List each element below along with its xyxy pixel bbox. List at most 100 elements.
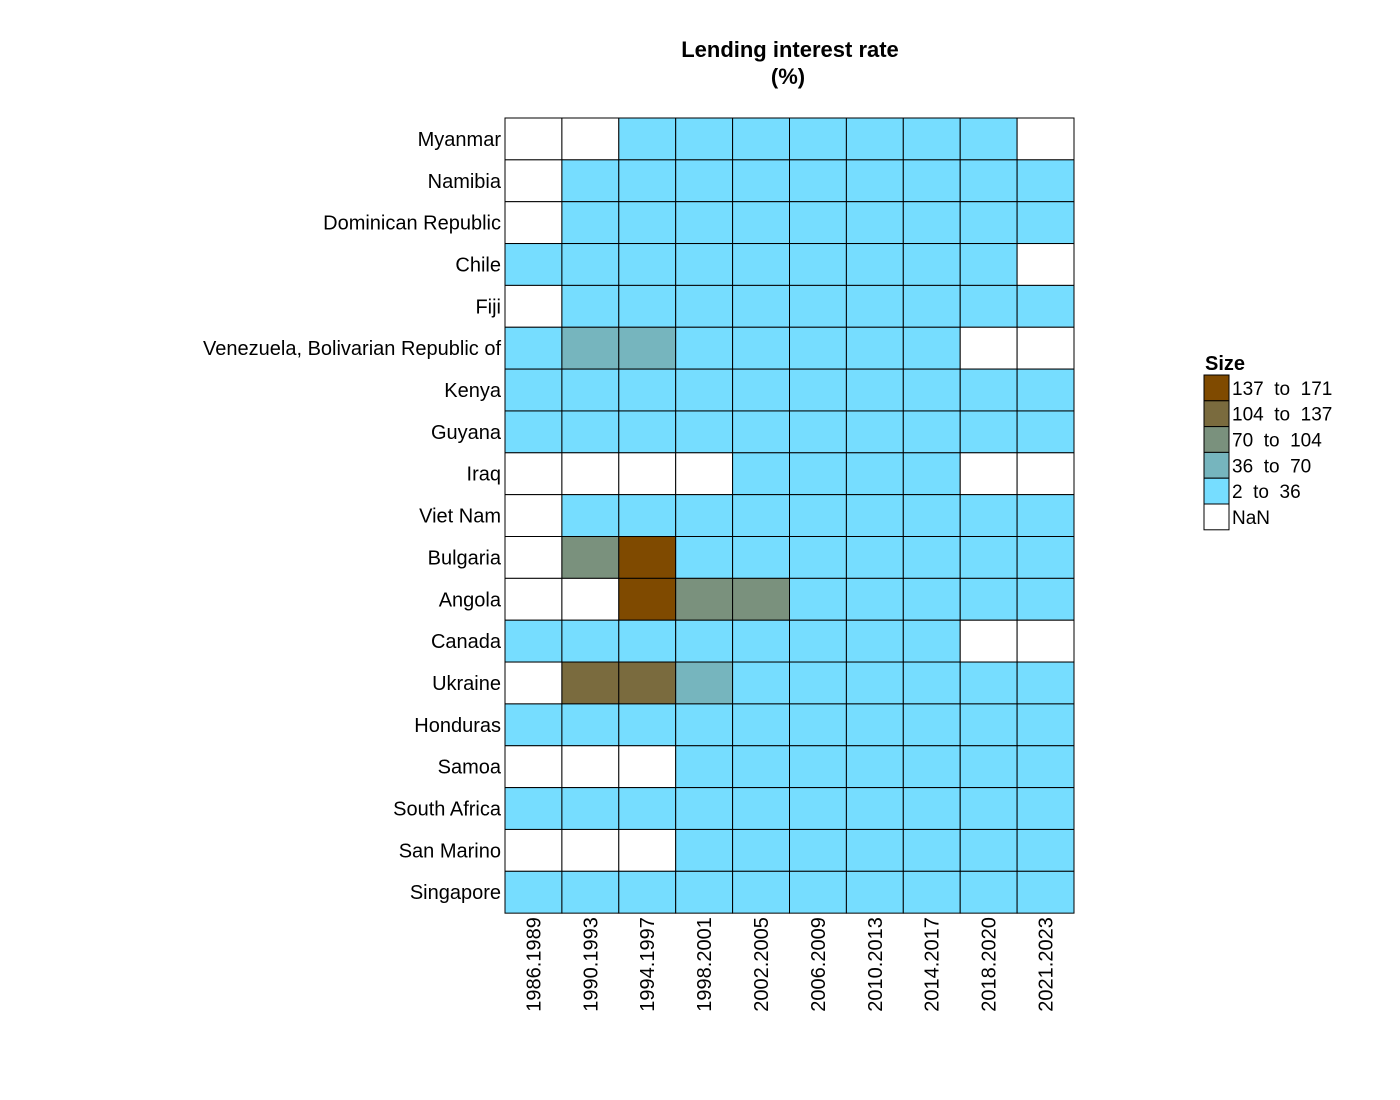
row-label: Guyana <box>431 422 502 444</box>
legend: Size 137 to 171 104 to 137 70 to 104 36 to … <box>1203 353 1332 531</box>
row-label: Myanmar <box>418 129 502 151</box>
heatmap-cell <box>561 243 620 286</box>
heatmap-cell <box>561 284 620 328</box>
chart-title: Lending interest rate <box>681 37 899 62</box>
heatmap-cell <box>845 828 904 872</box>
heatmap-cell <box>618 577 677 621</box>
heatmap-cell <box>789 201 847 245</box>
heatmap-cell <box>845 494 904 537</box>
heatmap-cell <box>1016 201 1075 245</box>
heatmap-cell <box>561 117 620 161</box>
heatmap-cell <box>1016 117 1075 161</box>
heatmap-cell <box>902 745 961 789</box>
heatmap-cell <box>1016 368 1075 412</box>
heatmap-cell <box>504 577 563 621</box>
heatmap-cell <box>618 870 677 914</box>
heatmap-cell <box>959 828 1018 872</box>
heatmap-cell <box>561 368 620 412</box>
heatmap-cell <box>618 284 677 328</box>
legend-swatch <box>1203 503 1230 531</box>
legend-label: 36 to 70 <box>1232 456 1311 477</box>
column-label: 1994.1997 <box>637 917 659 1012</box>
heatmap-cell <box>504 326 563 370</box>
heatmap-cell <box>902 159 961 203</box>
heatmap-cell <box>504 159 563 203</box>
heatmap-cell <box>675 745 734 789</box>
heatmap-cell <box>1016 787 1075 830</box>
heatmap-cell <box>789 787 847 830</box>
heatmap-cell <box>789 159 847 203</box>
heatmap-cell <box>959 201 1018 245</box>
heatmap-cell <box>732 326 790 370</box>
heatmap-cell <box>618 828 677 872</box>
heatmap-cell <box>504 661 563 705</box>
heatmap-cell <box>902 703 961 747</box>
heatmap-cell <box>561 536 620 579</box>
column-label: 2014.2017 <box>922 917 944 1012</box>
heatmap-cell <box>845 870 904 914</box>
heatmap-cell <box>789 661 847 705</box>
heatmap-cell <box>845 452 904 496</box>
heatmap-cell <box>902 828 961 872</box>
heatmap-cell <box>902 787 961 830</box>
legend-title: Size <box>1205 353 1245 375</box>
row-labels: Myanmar Namibia Dominican Republic Chile Fij… <box>203 129 502 904</box>
heatmap-cell <box>845 284 904 328</box>
heatmap-cell <box>1016 870 1075 914</box>
heatmap-cell <box>675 661 734 705</box>
heatmap-cell <box>618 494 677 537</box>
heatmap-cell <box>618 410 677 454</box>
heatmap-cell <box>789 117 847 161</box>
column-label: 2006.2009 <box>808 917 830 1012</box>
heatmap-cell <box>959 284 1018 328</box>
heatmap-cell <box>732 201 790 245</box>
heatmap-cell <box>675 159 734 203</box>
heatmap-cell <box>504 410 563 454</box>
heatmap-cell <box>959 577 1018 621</box>
heatmap-cell <box>732 828 790 872</box>
legend-label: NaN <box>1232 508 1270 529</box>
heatmap-cell <box>675 284 734 328</box>
heatmap-cell <box>789 619 847 663</box>
heatmap-cell <box>618 745 677 789</box>
heatmap-cell <box>902 368 961 412</box>
heatmap-cell <box>1016 159 1075 203</box>
heatmap-cell <box>1016 536 1075 579</box>
heatmap-cell <box>789 828 847 872</box>
heatmap-cell <box>789 410 847 454</box>
heatmap-cell <box>618 201 677 245</box>
heatmap-cell <box>504 787 563 830</box>
heatmap-cell <box>959 117 1018 161</box>
heatmap-cell <box>789 870 847 914</box>
heatmap-cell <box>1016 452 1075 496</box>
heatmap-cell <box>789 368 847 412</box>
column-label: 1998.2001 <box>694 917 716 1012</box>
row-label: Bulgaria <box>428 547 502 569</box>
heatmap-cell <box>504 745 563 789</box>
heatmap-cell <box>789 494 847 537</box>
heatmap-cell <box>675 619 734 663</box>
legend-label: 104 to 137 <box>1232 405 1332 426</box>
heatmap-cell <box>732 117 790 161</box>
heatmap-cell <box>732 159 790 203</box>
heatmap-cell <box>1016 703 1075 747</box>
heatmap-cell <box>561 745 620 789</box>
heatmap-cell <box>618 117 677 161</box>
heatmap-cell <box>732 536 790 579</box>
heatmap-cell <box>618 787 677 830</box>
heatmap-cell <box>845 577 904 621</box>
row-label: Singapore <box>410 882 501 904</box>
heatmap-cell <box>504 243 563 286</box>
heatmap-cell <box>845 410 904 454</box>
heatmap-cell <box>845 117 904 161</box>
heatmap-cell <box>561 870 620 914</box>
heatmap-cell <box>789 326 847 370</box>
heatmap-cell <box>504 368 563 412</box>
heatmap-cell <box>789 243 847 286</box>
heatmap-cell <box>732 619 790 663</box>
heatmap-cell <box>675 536 734 579</box>
heatmap-cell <box>789 577 847 621</box>
row-label: Viet Nam <box>419 506 501 528</box>
heatmap-cell <box>618 243 677 286</box>
